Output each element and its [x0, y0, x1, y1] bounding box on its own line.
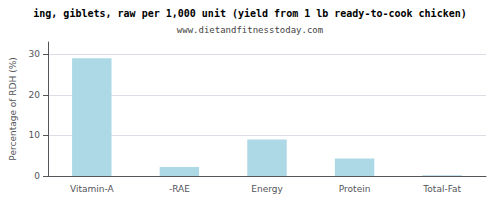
svg-text:Energy: Energy: [251, 184, 283, 194]
svg-text:-RAE: -RAE: [169, 184, 190, 194]
svg-text:0: 0: [34, 171, 40, 181]
svg-text:10: 10: [29, 130, 41, 140]
svg-text:20: 20: [29, 90, 41, 100]
svg-text:www.dietandfitnesstoday.com: www.dietandfitnesstoday.com: [177, 25, 323, 35]
svg-text:ing, giblets, raw per 1,000 un: ing, giblets, raw per 1,000 unit (yield …: [33, 8, 466, 19]
svg-text:Vitamin-A: Vitamin-A: [70, 184, 115, 194]
svg-text:Total-Fat: Total-Fat: [422, 184, 461, 194]
svg-text:Percentage of RDH (%): Percentage of RDH (%): [8, 57, 18, 160]
svg-text:Protein: Protein: [339, 184, 371, 194]
svg-text:30: 30: [29, 49, 41, 59]
